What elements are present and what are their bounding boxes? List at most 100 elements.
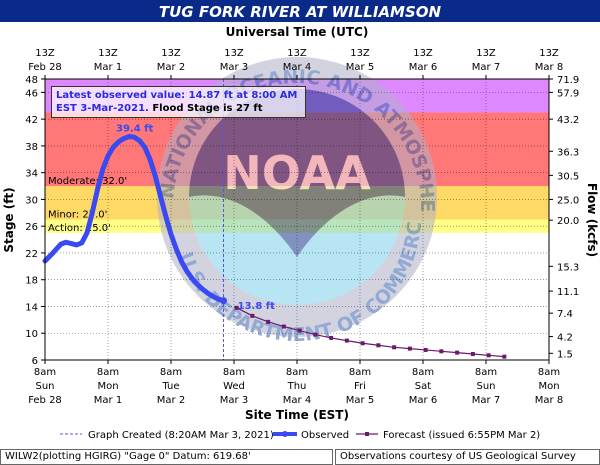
- latest-observation-line1: Latest observed value: 14.87 ft at 8:00 …: [56, 90, 298, 101]
- bottom-tick-label-time: 8am: [475, 367, 497, 378]
- peak-label: 39.4 ft: [116, 124, 154, 135]
- bottom-tick-label-time: 8am: [286, 367, 308, 378]
- top-tick-label-time: 13Z: [476, 48, 496, 59]
- y-tick-label: 46: [25, 88, 38, 99]
- bottom-tick-label-date: Mar 2: [157, 395, 185, 406]
- forecast-point: [470, 351, 475, 356]
- flow-tick-label: 30.5: [557, 171, 579, 182]
- y-tick-label: 48: [25, 75, 38, 86]
- flow-tick-label: 36.3: [557, 147, 579, 158]
- y-tick-label: 6: [32, 356, 38, 367]
- forecast-point: [502, 354, 507, 359]
- top-tick-label-date: Mar 3: [220, 62, 248, 73]
- forecast-point: [344, 338, 349, 343]
- forecast-point: [423, 347, 428, 352]
- flow-tick-label: 57.9: [557, 88, 579, 99]
- forecast-point: [234, 305, 239, 310]
- top-axis-title: Universal Time (UTC): [226, 25, 369, 39]
- top-tick-label-date: Mar 2: [157, 62, 185, 73]
- forecast-line: [236, 307, 505, 358]
- legend-created-label: Graph Created (8:20AM Mar 3, 2021): [88, 430, 274, 441]
- bottom-tick-label-day: Mon: [97, 381, 118, 392]
- bottom-tick-label-date: Mar 8: [535, 395, 563, 406]
- flood-label-moderate: Moderate: 32.0': [48, 176, 127, 187]
- legend-observed-marker: [282, 431, 288, 437]
- legend-observed-label: Observed: [301, 430, 349, 441]
- top-tick-label-time: 13Z: [287, 48, 307, 59]
- bottom-tick-label-day: Fri: [354, 381, 366, 392]
- top-tick-label-time: 13Z: [35, 48, 55, 59]
- observed-last-point: [220, 297, 227, 305]
- flood-stage-note: Flood Stage is 27 ft: [148, 103, 263, 114]
- bottom-tick-label-time: 8am: [538, 367, 560, 378]
- bottom-tick-label-date: Feb 28: [28, 395, 62, 406]
- y-tick-label: 22: [25, 249, 38, 260]
- flow-tick-label: 20.0: [557, 216, 579, 227]
- bottom-tick-label-day: Sun: [476, 381, 495, 392]
- y-tick-label: 34: [25, 169, 38, 180]
- forecast-point: [439, 349, 444, 354]
- top-tick-label-time: 13Z: [539, 48, 559, 59]
- top-tick-label-date: Mar 8: [535, 62, 563, 73]
- top-tick-label-date: Mar 7: [472, 62, 500, 73]
- legend-forecast-label: Forecast (issued 6:55PM Mar 2): [383, 430, 540, 441]
- forecast-point: [266, 319, 271, 324]
- flow-tick-label: 71.9: [557, 75, 579, 86]
- forecast-point: [313, 332, 318, 337]
- bottom-tick-label-date: Mar 4: [283, 395, 311, 406]
- forecast-point: [281, 324, 286, 329]
- bottom-tick-label-time: 8am: [34, 367, 56, 378]
- bottom-tick-label-date: Mar 1: [94, 395, 122, 406]
- chart-title: TUG FORK RIVER AT WILLIAMSON: [158, 3, 442, 21]
- bottom-tick-label-day: Sat: [415, 381, 431, 392]
- top-tick-label-date: Mar 6: [409, 62, 437, 73]
- latest-observation-date: EST 3-Mar-2021.: [56, 103, 149, 114]
- bottom-tick-label-date: Mar 3: [220, 395, 248, 406]
- forecast-point: [376, 343, 381, 348]
- flow-tick-label: 11.1: [557, 287, 579, 298]
- bottom-tick-label-day: Sun: [35, 381, 54, 392]
- bottom-tick-label-time: 8am: [349, 367, 371, 378]
- bottom-tick-label-date: Mar 6: [409, 395, 437, 406]
- flood-label-minor: Minor: 27.0': [48, 210, 107, 221]
- bottom-axis-title: Site Time (EST): [245, 408, 349, 422]
- flow-tick-label: 25.0: [557, 195, 579, 206]
- forecast-point: [392, 345, 397, 350]
- y-tick-label: 42: [25, 115, 38, 126]
- flood-label-action: Action: 25.0': [48, 223, 111, 234]
- bottom-tick-label-day: Thu: [287, 381, 307, 392]
- y-tick-label: 30: [25, 195, 38, 206]
- flow-tick-label: 4.2: [557, 333, 573, 344]
- forecast-point: [407, 346, 412, 351]
- footer-credit: Observations courtesy of US Geological S…: [335, 449, 600, 465]
- bottom-tick-label-time: 8am: [223, 367, 245, 378]
- flow-tick-label: 7.4: [557, 309, 573, 320]
- y-axis-title: Stage (ft): [2, 187, 16, 252]
- footer-datum: WILW2(plotting HGIRG) "Gage 0" Datum: 61…: [0, 449, 333, 465]
- flow-tick-label: 43.2: [557, 115, 579, 126]
- latest-observation-box: Latest observed value: 14.87 ft at 8:00 …: [51, 86, 306, 118]
- top-tick-label-time: 13Z: [350, 48, 370, 59]
- bottom-tick-label-date: Mar 7: [472, 395, 500, 406]
- top-tick-label-time: 13Z: [224, 48, 244, 59]
- bottom-tick-label-day: Mon: [538, 381, 559, 392]
- y-tick-label: 18: [25, 276, 38, 287]
- flow-tick-label: 1.5: [557, 349, 573, 360]
- y-tick-label: 14: [25, 302, 38, 313]
- legend-forecast-marker: [365, 432, 369, 436]
- forecast-point: [486, 353, 491, 358]
- flow-tick-label: 15.3: [557, 262, 579, 273]
- bottom-tick-label-time: 8am: [412, 367, 434, 378]
- forecast-peak-label: 13.8 ft: [238, 301, 276, 312]
- bottom-tick-label-time: 8am: [97, 367, 119, 378]
- y-tick-label: 38: [25, 142, 38, 153]
- y-tick-label: 10: [25, 329, 38, 340]
- forecast-point: [297, 328, 302, 333]
- observed-line: [42, 134, 226, 304]
- bottom-tick-label-time: 8am: [160, 367, 182, 378]
- forecast-point: [329, 335, 334, 340]
- top-tick-label-time: 13Z: [98, 48, 118, 59]
- forecast-point: [250, 313, 255, 318]
- forecast-point: [360, 341, 365, 346]
